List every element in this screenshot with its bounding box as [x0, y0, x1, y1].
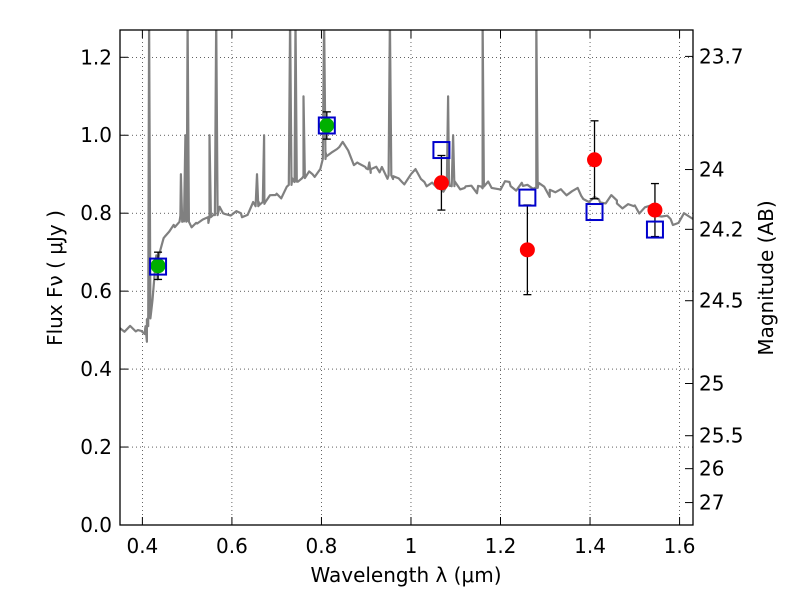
y-tick-label: 1.0 — [80, 123, 112, 147]
y-tick-label: 0.8 — [80, 201, 112, 225]
model-square — [317, 116, 336, 135]
right-tick-label: 26 — [699, 457, 724, 481]
plot-background — [120, 30, 693, 525]
x-tick-label: 1.6 — [664, 534, 696, 558]
y-tick-label: 0.4 — [80, 357, 112, 381]
y-axis-label: Flux Fν ( μJy ) — [43, 210, 67, 346]
red-point — [519, 242, 535, 258]
grid — [120, 30, 693, 526]
x-axis-label: Wavelength λ (μm) — [310, 563, 501, 587]
template-spectrum — [120, 30, 693, 343]
model-square — [149, 257, 168, 276]
right-axis-ticks: 23.7 24 24.2 24.5 25 25.5 26 27 — [685, 44, 744, 515]
right-axis-label: Magnitude (AB) — [754, 200, 778, 355]
x-tick-label: 1 — [405, 534, 418, 558]
photometry-points — [149, 111, 664, 296]
model-square — [645, 220, 664, 239]
y-tick-label: 0.2 — [80, 435, 112, 459]
right-tick-label: 27 — [699, 491, 724, 515]
right-tick-label: 23.7 — [699, 44, 744, 68]
x-axis-ticks: 0.4 0.6 0.8 1 1.2 1.4 1.6 — [126, 30, 695, 558]
green-point — [150, 258, 166, 274]
y-tick-label: 0.0 — [80, 513, 112, 537]
x-tick-label: 0.8 — [306, 534, 338, 558]
red-point — [587, 152, 603, 168]
x-tick-label: 0.4 — [126, 534, 158, 558]
model-square — [432, 141, 451, 160]
red-point — [647, 202, 663, 218]
x-tick-label: 1.4 — [574, 534, 606, 558]
plot-frame — [119, 29, 694, 526]
model-square — [585, 203, 604, 222]
x-tick-label: 0.6 — [216, 534, 248, 558]
x-tick-label: 1.2 — [485, 534, 517, 558]
right-tick-label: 24 — [699, 158, 724, 182]
right-tick-label: 25.5 — [699, 424, 744, 448]
y-tick-label: 1.2 — [80, 45, 112, 69]
red-point — [433, 175, 449, 191]
spectrum-line — [120, 30, 693, 343]
y-tick-label: 0.6 — [80, 279, 112, 303]
right-tick-label: 24.2 — [699, 217, 744, 241]
y-axis-ticks: 0.0 0.2 0.4 0.6 0.8 1.0 1.2 — [80, 45, 128, 537]
green-point — [319, 117, 335, 133]
right-tick-label: 25 — [699, 371, 724, 395]
right-tick-label: 24.5 — [699, 289, 744, 313]
model-square — [518, 188, 537, 207]
